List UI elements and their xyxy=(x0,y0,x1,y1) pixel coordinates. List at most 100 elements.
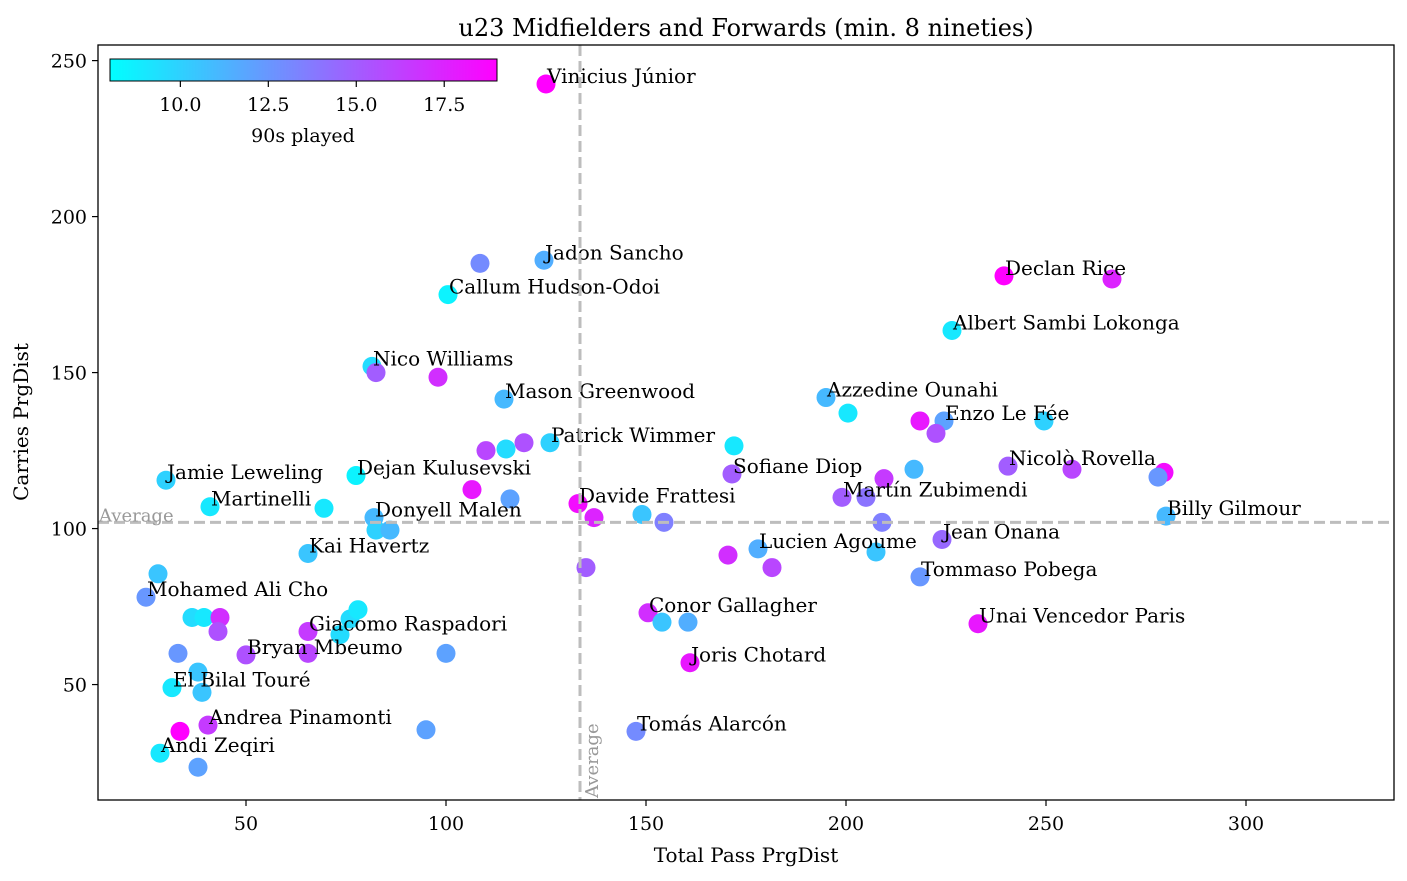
data-point xyxy=(904,459,924,479)
data-point xyxy=(500,489,520,509)
y-tick-label: 50 xyxy=(63,675,87,697)
data-point xyxy=(1148,467,1168,487)
point-label: Bryan Mbeumo xyxy=(247,635,403,659)
data-point xyxy=(932,529,952,549)
colorbar-gradient xyxy=(109,58,498,82)
plot-frame xyxy=(97,44,1395,801)
data-point xyxy=(192,682,212,702)
y-tick-label: 150 xyxy=(51,363,87,385)
point-label: Sofiane Diop xyxy=(733,454,862,478)
data-point xyxy=(348,600,368,620)
point-label: Donyell Malen xyxy=(375,498,522,522)
point-label: Albert Sambi Lokonga xyxy=(952,310,1180,334)
colorbar-tick-label: 17.5 xyxy=(423,94,465,116)
data-point xyxy=(762,558,782,578)
colorbar: 10.0 12.5 15.0 17.5 90s played xyxy=(109,58,498,147)
colorbar-label: 90s played xyxy=(251,125,355,147)
data-point xyxy=(1102,269,1122,289)
point-label: Jadon Sancho xyxy=(543,240,684,264)
data-point xyxy=(236,645,256,665)
data-point xyxy=(148,564,168,584)
data-point xyxy=(200,497,220,517)
point-label: Tomás Alarcón xyxy=(637,711,787,735)
data-point xyxy=(866,542,886,562)
data-point xyxy=(380,520,400,540)
x-axis-ticks: 50 100 150 200 250 300 xyxy=(234,800,1264,835)
data-point xyxy=(942,320,962,340)
data-point xyxy=(910,411,930,431)
x-tick-label: 200 xyxy=(828,813,864,835)
point-label: Nico Williams xyxy=(373,346,513,370)
data-point xyxy=(514,433,534,453)
data-point xyxy=(1034,411,1054,431)
colorbar-tick-label: 10.0 xyxy=(159,94,201,116)
data-point xyxy=(584,508,604,528)
data-point xyxy=(926,423,946,443)
data-point xyxy=(156,470,176,490)
point-label: Joris Chotard xyxy=(689,643,826,667)
data-point xyxy=(194,607,214,627)
data-point xyxy=(170,721,190,741)
data-point xyxy=(536,74,556,94)
data-point xyxy=(540,433,560,453)
data-point xyxy=(438,285,458,305)
x-tick-label: 250 xyxy=(1028,813,1064,835)
point-label: Andi Zeqiri xyxy=(160,733,275,757)
point-label: Mason Greenwood xyxy=(505,379,695,403)
data-point xyxy=(856,487,876,507)
point-label: Vinicius Júnior xyxy=(546,64,696,88)
data-point xyxy=(678,612,698,632)
point-label: Unai Vencedor Paris xyxy=(979,604,1185,628)
point-label: Lucien Agoume xyxy=(759,529,917,553)
data-point xyxy=(188,662,208,682)
data-point xyxy=(188,757,208,777)
point-label: Billy Gilmour xyxy=(1167,496,1301,520)
data-point xyxy=(816,388,836,408)
data-point xyxy=(136,587,156,607)
point-label: Dejan Kulusevski xyxy=(357,456,531,480)
average-label-vertical: Average xyxy=(582,723,603,799)
data-point xyxy=(198,715,218,735)
point-label: Azzedine Ounahi xyxy=(826,378,998,402)
data-point xyxy=(968,614,988,634)
point-label: Patrick Wimmer xyxy=(551,423,716,447)
x-tick-label: 150 xyxy=(628,813,664,835)
data-point xyxy=(568,494,588,514)
data-point xyxy=(366,363,386,383)
data-point xyxy=(722,464,742,484)
data-point xyxy=(330,625,350,645)
point-label: Jamie Leweling xyxy=(165,460,323,484)
data-point xyxy=(462,480,482,500)
point-label: Martín Zubimendi xyxy=(843,477,1028,501)
data-point xyxy=(874,469,894,489)
data-point xyxy=(210,607,230,627)
y-tick-label: 200 xyxy=(51,207,87,229)
data-point xyxy=(1062,459,1082,479)
point-label: Tommaso Pobega xyxy=(921,557,1097,581)
point-label: Kai Havertz xyxy=(309,534,429,558)
point-label: Enzo Le Fée xyxy=(945,401,1069,425)
average-lines: Average Average xyxy=(98,45,1394,800)
data-point xyxy=(366,520,386,540)
data-point xyxy=(346,466,366,486)
colorbar-tick-label: 12.5 xyxy=(247,94,289,116)
point-label: Giacomo Raspadori xyxy=(309,612,507,636)
data-point xyxy=(470,253,490,273)
colorbar-tick-label: 15.0 xyxy=(335,94,377,116)
point-label: Conor Gallagher xyxy=(649,593,817,617)
data-point xyxy=(208,622,228,642)
point-label: Martinelli xyxy=(211,487,311,511)
data-point xyxy=(748,539,768,559)
data-point xyxy=(832,487,852,507)
x-tick-label: 100 xyxy=(428,813,464,835)
x-tick-label: 300 xyxy=(1228,813,1264,835)
point-label: El Bilal Touré xyxy=(173,668,311,692)
average-label-horizontal: Average xyxy=(98,505,174,526)
chart-title: u23 Midfielders and Forwards (min. 8 nin… xyxy=(458,14,1033,42)
data-point xyxy=(534,250,554,270)
data-point xyxy=(680,653,700,673)
data-point xyxy=(910,567,930,587)
data-point xyxy=(428,367,448,387)
data-point xyxy=(718,545,738,565)
